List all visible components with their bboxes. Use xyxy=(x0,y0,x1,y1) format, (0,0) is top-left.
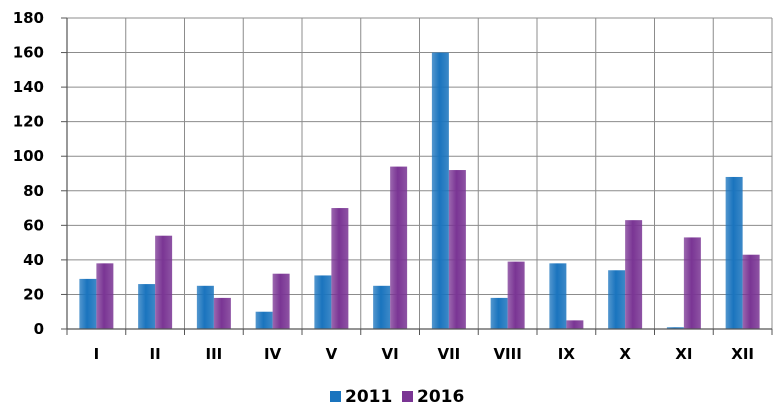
bar-2011-X xyxy=(608,270,626,329)
x-tick-label: VIII xyxy=(493,345,521,363)
legend-label-2011: 2011 xyxy=(345,387,392,407)
bar-2011-II xyxy=(138,284,156,329)
y-axis-tick-labels: 0 20 40 60 80 100 120 140 160 180 xyxy=(13,9,44,338)
x-tick-label: II xyxy=(150,345,161,363)
bar-2011-III xyxy=(196,285,214,329)
bar-2016-I xyxy=(96,263,114,329)
bar-2016-VI xyxy=(390,166,408,329)
legend-swatch-2011 xyxy=(330,391,341,402)
x-axis-tick-labels: I II III IV V VI VII VIII IX X XI XII xyxy=(94,345,754,363)
x-tick-label: XII xyxy=(731,345,754,363)
bar-2011-IV xyxy=(255,311,273,329)
bar-2016-XI xyxy=(683,237,701,329)
x-tick-label: XI xyxy=(675,345,692,363)
bar-2016-III xyxy=(213,297,231,329)
legend-swatch-2016 xyxy=(402,391,413,402)
y-tick-label: 0 xyxy=(34,320,44,338)
bar-2016-XII xyxy=(742,254,760,329)
y-tick-label: 100 xyxy=(13,147,44,165)
x-tick-label: VII xyxy=(437,345,460,363)
y-tick-label: 60 xyxy=(23,216,44,234)
bar-2016-V xyxy=(331,208,349,329)
y-tick-label: 20 xyxy=(23,285,44,303)
bar-2016-IX xyxy=(566,320,584,329)
bar-2016-II xyxy=(155,235,173,329)
axes xyxy=(61,17,773,335)
x-tick-label: III xyxy=(206,345,223,363)
y-tick-label: 140 xyxy=(13,78,44,96)
bar-2011-IX xyxy=(549,263,567,329)
y-tick-label: 160 xyxy=(13,44,44,62)
bar-2016-X xyxy=(625,220,643,329)
bar-2011-XI xyxy=(666,327,684,329)
x-tick-label: IX xyxy=(558,345,576,363)
bar-2011-I xyxy=(79,278,97,329)
y-tick-label: 180 xyxy=(13,9,44,27)
bar-2011-XII xyxy=(725,176,743,329)
bar-2016-IV xyxy=(272,273,290,329)
x-tick-label: VI xyxy=(382,345,399,363)
bar-2011-VIII xyxy=(490,297,508,329)
x-tick-label: I xyxy=(94,345,100,363)
bars xyxy=(79,52,760,330)
x-tick-label: X xyxy=(619,345,631,363)
legend: 2011 2016 xyxy=(330,387,464,407)
x-tick-label: IV xyxy=(264,345,282,363)
bar-2011-VII xyxy=(431,52,449,330)
bar-2011-VI xyxy=(373,285,391,329)
grid-lines xyxy=(66,17,773,330)
bar-2016-VIII xyxy=(507,261,525,329)
y-tick-label: 80 xyxy=(23,182,44,200)
x-tick-label: V xyxy=(326,345,338,363)
y-tick-label: 120 xyxy=(13,113,44,131)
bar-2016-VII xyxy=(448,170,466,329)
legend-label-2016: 2016 xyxy=(417,387,464,407)
bar-2011-V xyxy=(314,275,332,329)
y-tick-label: 40 xyxy=(23,251,44,269)
